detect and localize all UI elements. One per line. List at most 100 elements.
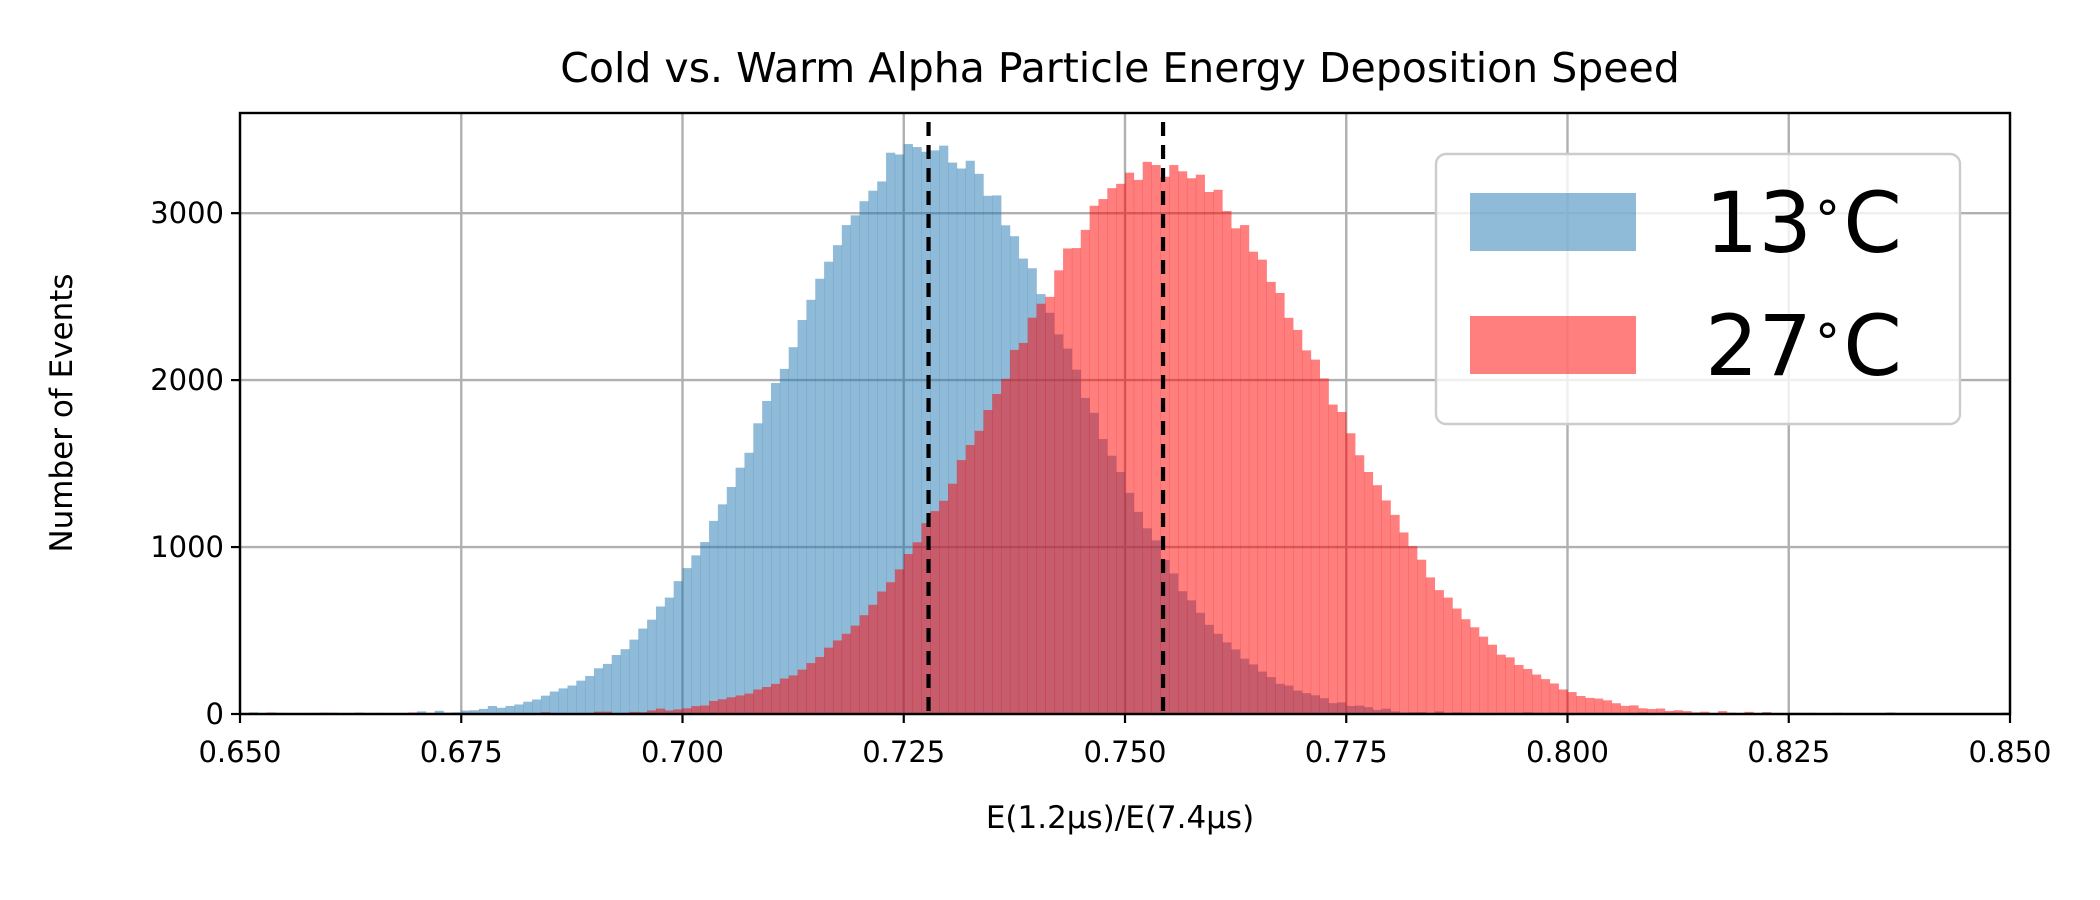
- histogram-bar: [1673, 710, 1683, 714]
- histogram-bar: [1717, 711, 1728, 714]
- histogram-bar: [1142, 161, 1152, 714]
- histogram-bar: [1434, 590, 1444, 714]
- histogram-bar: [1452, 608, 1462, 714]
- legend-swatch-13c: [1470, 193, 1636, 251]
- histogram-bar: [496, 707, 506, 714]
- histogram-bar: [1213, 189, 1223, 714]
- histogram-bar: [886, 582, 896, 714]
- histogram-bar: [930, 511, 940, 714]
- histogram-bar: [894, 569, 905, 714]
- histogram-bar: [1036, 303, 1046, 714]
- histogram-bar: [682, 568, 692, 714]
- histogram-bar: [487, 705, 497, 714]
- legend-label-27c: 27∘C: [1705, 297, 1902, 395]
- histogram-bar: [1045, 296, 1055, 714]
- histogram-bar: [912, 542, 922, 714]
- histogram-bar: [1204, 191, 1214, 714]
- histogram-bar: [1682, 711, 1692, 714]
- histogram-bar: [877, 591, 887, 714]
- histogram-bar: [1540, 679, 1551, 714]
- histogram-bar: [1355, 455, 1365, 714]
- histogram-bar: [762, 400, 772, 714]
- x-tick-label: 0.775: [1305, 735, 1388, 769]
- histogram-bar: [1186, 178, 1197, 715]
- histogram-bar: [824, 261, 834, 714]
- histogram-bar: [1408, 546, 1418, 714]
- x-tick-label: 0.800: [1526, 735, 1609, 769]
- histogram-bar: [894, 154, 905, 714]
- histogram-bar: [930, 150, 940, 714]
- histogram-bar: [735, 467, 745, 714]
- histogram-bar: [1505, 657, 1515, 714]
- histogram-bar: [1107, 188, 1117, 715]
- histogram-bar: [470, 710, 480, 714]
- histogram-bar: [1071, 248, 1082, 714]
- histogram-bar: [1133, 179, 1143, 714]
- histogram-bar: [655, 708, 666, 714]
- histogram-bar: [1080, 229, 1090, 715]
- histogram-bar: [859, 201, 869, 714]
- mean-lines: [926, 122, 1166, 714]
- histogram-bar: [647, 619, 657, 714]
- histogram-bar: [1647, 709, 1657, 714]
- histogram-bar: [1125, 172, 1135, 715]
- histogram-bar: [992, 393, 1002, 714]
- histogram-bar: [1372, 485, 1382, 714]
- histogram-bar: [549, 691, 559, 714]
- x-axis-ticks: 0.650 0.675 0.700 0.725 0.750 0.775 0.800 0.825…: [198, 714, 2052, 769]
- histogram-bar: [1116, 183, 1126, 714]
- histogram-bar: [1602, 700, 1613, 714]
- histogram-bar: [779, 368, 789, 714]
- histogram-bar: [806, 299, 816, 714]
- histogram-bar: [434, 710, 444, 714]
- histogram-bar: [1656, 708, 1666, 714]
- histogram-bar: [903, 554, 913, 714]
- histogram-bar: [1195, 174, 1205, 714]
- histogram-bar: [965, 444, 975, 714]
- histogram-bar: [638, 628, 648, 714]
- histogram-bar: [841, 225, 851, 714]
- histogram-bar: [815, 278, 825, 714]
- histogram-bar: [567, 685, 577, 714]
- histogram-bar: [1240, 225, 1250, 714]
- histogram-bar: [691, 706, 701, 714]
- histogram-bar: [788, 675, 798, 714]
- histogram-bar: [602, 663, 612, 714]
- histogram-bar: [1611, 703, 1621, 714]
- histogram-bar: [886, 152, 896, 714]
- histogram-bar: [1399, 532, 1409, 714]
- histogram-bar: [815, 657, 825, 714]
- histogram-bar: [1346, 433, 1356, 714]
- histogram-bar: [797, 669, 807, 714]
- histogram-bar: [948, 483, 958, 714]
- x-tick-label: 0.850: [1968, 735, 2051, 769]
- histogram-bar: [1266, 281, 1276, 714]
- histogram-bar: [1231, 228, 1241, 715]
- histogram-bar: [1638, 708, 1648, 714]
- histogram-bar: [1178, 171, 1188, 714]
- histogram-bar: [1479, 636, 1489, 714]
- x-axis-label: E(1.2μs)/E(7.4μs): [986, 800, 1254, 836]
- histogram-bar: [1390, 514, 1400, 714]
- histogram-bar: [629, 639, 639, 714]
- histogram-bar: [1567, 692, 1577, 714]
- histogram-bar: [744, 693, 754, 714]
- histogram-bar: [664, 710, 674, 714]
- histogram-bar: [673, 709, 683, 714]
- histogram-bars: [248, 144, 2011, 715]
- histogram-bar: [655, 606, 666, 714]
- y-tick-label: 2000: [150, 363, 224, 397]
- histogram-bar: [558, 688, 568, 714]
- histogram-bar: [1151, 165, 1161, 715]
- x-tick-label: 0.725: [862, 735, 945, 769]
- histogram-bar: [939, 500, 949, 714]
- legend: 13∘C 27∘C: [1434, 152, 1962, 426]
- histogram-bar: [682, 708, 692, 714]
- histogram-bar: [832, 640, 843, 714]
- histogram-bar: [983, 410, 993, 714]
- histogram-bar: [1363, 471, 1374, 714]
- histogram-bar: [965, 160, 975, 715]
- histogram-bar: [1169, 165, 1179, 714]
- histogram-bar: [956, 168, 966, 714]
